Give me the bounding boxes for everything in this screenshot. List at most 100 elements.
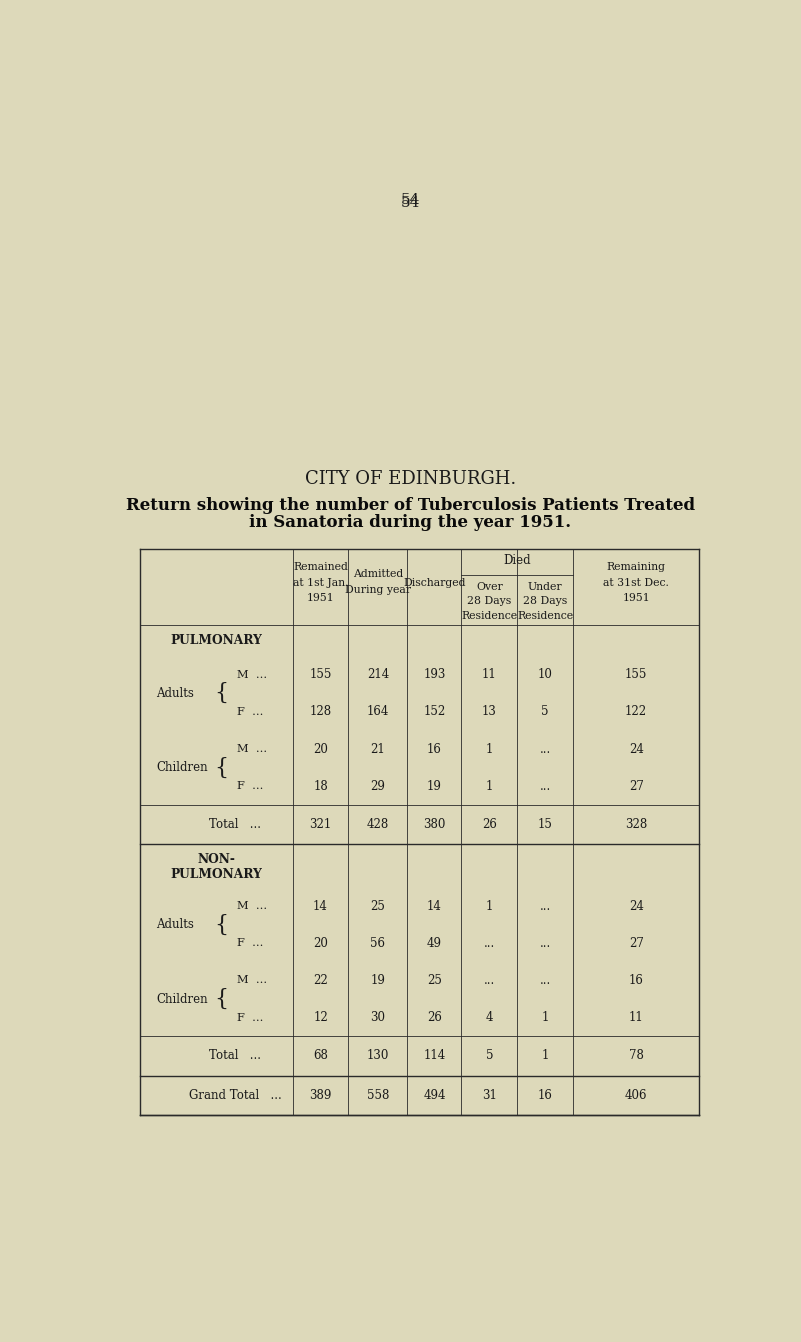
Text: Children: Children — [156, 761, 207, 774]
Text: CITY OF EDINBURGH.: CITY OF EDINBURGH. — [305, 470, 516, 488]
Text: 1951: 1951 — [622, 593, 650, 603]
Text: 18: 18 — [313, 780, 328, 793]
Text: ...: ... — [540, 974, 551, 986]
Text: 78: 78 — [629, 1049, 643, 1063]
Text: 27: 27 — [629, 780, 643, 793]
Text: 12: 12 — [313, 1011, 328, 1024]
Text: 155: 155 — [625, 668, 647, 682]
Text: 406: 406 — [625, 1088, 647, 1102]
Text: ...: ... — [540, 899, 551, 913]
Text: 30: 30 — [370, 1011, 385, 1024]
Text: 19: 19 — [371, 974, 385, 986]
Text: 49: 49 — [427, 937, 442, 950]
Text: 5: 5 — [485, 1049, 493, 1063]
Text: 16: 16 — [427, 742, 442, 756]
Text: During year: During year — [345, 585, 411, 595]
Text: 1951: 1951 — [307, 593, 334, 603]
Text: M  ...: M ... — [237, 976, 267, 985]
Text: 328: 328 — [625, 817, 647, 831]
Text: 25: 25 — [371, 899, 385, 913]
Text: 21: 21 — [371, 742, 385, 756]
Text: 28 Days: 28 Days — [467, 596, 512, 607]
Text: {: { — [214, 757, 228, 778]
Text: Remaining: Remaining — [606, 562, 666, 572]
Text: 130: 130 — [367, 1049, 389, 1063]
Text: 1: 1 — [485, 742, 493, 756]
Text: 16: 16 — [537, 1088, 553, 1102]
Text: ...: ... — [540, 742, 551, 756]
Text: 31: 31 — [482, 1088, 497, 1102]
Text: Total   ...: Total ... — [209, 817, 261, 831]
Text: PULMONARY: PULMONARY — [171, 868, 263, 880]
Text: Total   ...: Total ... — [209, 1049, 261, 1063]
Text: 155: 155 — [309, 668, 332, 682]
Text: 15: 15 — [537, 817, 553, 831]
Text: 11: 11 — [629, 1011, 643, 1024]
Text: 10: 10 — [537, 668, 553, 682]
Text: 1: 1 — [541, 1011, 549, 1024]
Text: M  ...: M ... — [237, 743, 267, 754]
Text: 20: 20 — [313, 742, 328, 756]
Text: 24: 24 — [629, 899, 643, 913]
Text: 54: 54 — [400, 193, 421, 207]
Text: M  ...: M ... — [237, 670, 267, 679]
Text: at 1st Jan.: at 1st Jan. — [292, 577, 348, 588]
Text: 152: 152 — [423, 706, 445, 718]
Text: 27: 27 — [629, 937, 643, 950]
Text: ...: ... — [540, 780, 551, 793]
Text: 5: 5 — [541, 706, 549, 718]
Text: 14: 14 — [313, 899, 328, 913]
Text: Children: Children — [156, 993, 207, 1005]
Text: Under: Under — [528, 582, 562, 592]
Text: 16: 16 — [629, 974, 643, 986]
Text: ...: ... — [484, 937, 495, 950]
Text: 13: 13 — [482, 706, 497, 718]
Text: 558: 558 — [367, 1088, 389, 1102]
Text: Died: Died — [504, 554, 531, 568]
Text: 128: 128 — [309, 706, 332, 718]
Text: 4: 4 — [485, 1011, 493, 1024]
Text: 1: 1 — [485, 780, 493, 793]
Text: Over: Over — [476, 582, 503, 592]
Text: F  ...: F ... — [237, 938, 263, 949]
Text: Residence: Residence — [461, 611, 517, 621]
Text: 25: 25 — [427, 974, 442, 986]
Text: 380: 380 — [423, 817, 445, 831]
Text: 1: 1 — [541, 1049, 549, 1063]
Text: 14: 14 — [427, 899, 442, 913]
Text: 1: 1 — [485, 899, 493, 913]
Text: F  ...: F ... — [237, 707, 263, 717]
Text: Return showing the number of Tuberculosis Patients Treated: Return showing the number of Tuberculosi… — [126, 497, 695, 514]
Text: 26: 26 — [427, 1011, 442, 1024]
Text: 114: 114 — [423, 1049, 445, 1063]
Text: F  ...: F ... — [237, 781, 263, 792]
Text: Adults: Adults — [156, 918, 194, 931]
Text: Adults: Adults — [156, 687, 194, 699]
Text: Residence: Residence — [517, 611, 574, 621]
Text: 164: 164 — [367, 706, 389, 718]
Text: 122: 122 — [625, 706, 647, 718]
Text: in Sanatoria during the year 1951.: in Sanatoria during the year 1951. — [249, 514, 572, 531]
Text: 56: 56 — [370, 937, 385, 950]
Text: 19: 19 — [427, 780, 442, 793]
Text: 321: 321 — [309, 817, 332, 831]
Text: Grand Total   ...: Grand Total ... — [189, 1088, 281, 1102]
Text: ...: ... — [540, 937, 551, 950]
Text: 22: 22 — [313, 974, 328, 986]
Text: 193: 193 — [423, 668, 445, 682]
Text: Admitted: Admitted — [352, 569, 403, 580]
Text: {: { — [214, 682, 228, 705]
Text: NON-: NON- — [198, 852, 235, 866]
Text: 54: 54 — [400, 196, 421, 209]
Text: M  ...: M ... — [237, 900, 267, 911]
Text: ...: ... — [484, 974, 495, 986]
Text: 26: 26 — [482, 817, 497, 831]
Text: F  ...: F ... — [237, 1013, 263, 1023]
Text: 494: 494 — [423, 1088, 445, 1102]
Text: 20: 20 — [313, 937, 328, 950]
Text: Remained: Remained — [293, 562, 348, 572]
Text: {: { — [214, 914, 228, 935]
Text: 68: 68 — [313, 1049, 328, 1063]
Text: 214: 214 — [367, 668, 389, 682]
Text: PULMONARY: PULMONARY — [171, 633, 263, 647]
